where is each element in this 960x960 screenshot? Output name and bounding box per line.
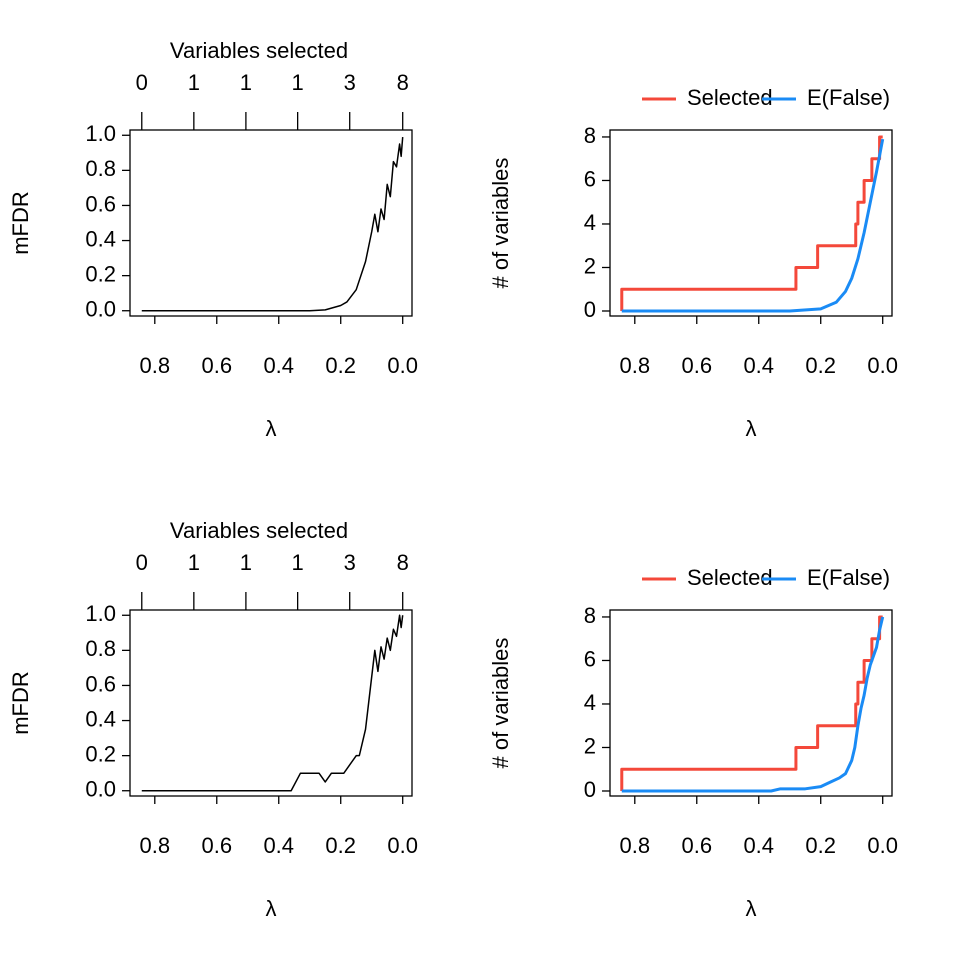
y-tick-label: 0: [584, 297, 596, 322]
y-tick-label: 0.0: [85, 777, 116, 802]
y-tick-label: 0.6: [85, 191, 116, 216]
y-tick-label: 6: [584, 166, 596, 191]
top-tick-label: 0: [136, 70, 148, 95]
y-tick-label: 1.0: [85, 601, 116, 626]
plot-box: [129, 129, 413, 317]
y-tick-label: 0.2: [85, 741, 116, 766]
top-tick-label: 1: [292, 550, 304, 575]
legend-label: Selected: [687, 565, 773, 590]
x-tick-label: 0.8: [139, 833, 170, 858]
line: [621, 138, 885, 313]
x-tick-label: 0.8: [619, 833, 650, 858]
x-tick-label: 0.2: [325, 833, 356, 858]
plot-box: [129, 609, 413, 797]
y-tick-label: 0: [584, 777, 596, 802]
y-tick-label: 0.8: [85, 156, 116, 181]
line: [141, 614, 404, 792]
x-tick-label: 0.4: [743, 833, 774, 858]
top-axis-title: Variables selected: [170, 518, 348, 543]
y-tick-label: 6: [584, 646, 596, 671]
x-tick-label: 0.6: [681, 833, 712, 858]
y-tick-label: 0.8: [85, 636, 116, 661]
y-axis-title: # of variables: [488, 158, 513, 289]
x-tick-label: 0.0: [387, 833, 418, 858]
y-tick-label: 2: [584, 733, 596, 758]
y-tick-label: 1.0: [85, 121, 116, 146]
x-axis-title: λ: [266, 896, 277, 921]
x-axis-title: λ: [746, 416, 757, 441]
line: [141, 136, 404, 312]
top-axis-title: Variables selected: [170, 38, 348, 63]
y-tick-label: 0.2: [85, 261, 116, 286]
legend-label: Selected: [687, 85, 773, 110]
y-tick-label: 4: [584, 690, 596, 715]
top-tick-label: 3: [344, 550, 356, 575]
y-tick-label: 0.4: [85, 706, 116, 731]
x-tick-label: 0.0: [387, 353, 418, 378]
x-tick-label: 0.4: [743, 353, 774, 378]
top-tick-label: 1: [292, 70, 304, 95]
x-tick-label: 0.2: [805, 353, 836, 378]
legend-label: E(False): [807, 85, 890, 110]
x-tick-label: 0.6: [201, 833, 232, 858]
x-tick-label: 0.0: [867, 833, 898, 858]
line: [620, 615, 883, 791]
x-axis-title: λ: [266, 416, 277, 441]
line: [620, 135, 883, 311]
top-tick-label: 3: [344, 70, 356, 95]
line: [621, 616, 885, 793]
y-tick-label: 2: [584, 253, 596, 278]
x-tick-label: 0.6: [681, 353, 712, 378]
y-tick-label: 8: [584, 603, 596, 628]
x-tick-label: 0.2: [805, 833, 836, 858]
y-tick-label: 4: [584, 210, 596, 235]
plot-box: [609, 609, 893, 797]
top-tick-label: 0: [136, 550, 148, 575]
top-tick-label: 1: [240, 550, 252, 575]
x-axis-title: λ: [746, 896, 757, 921]
x-tick-label: 0.8: [139, 353, 170, 378]
y-axis-title: mFDR: [8, 191, 33, 255]
x-tick-label: 0.8: [619, 353, 650, 378]
x-tick-label: 0.4: [263, 353, 294, 378]
legend-label: E(False): [807, 565, 890, 590]
x-tick-label: 0.0: [867, 353, 898, 378]
x-tick-label: 0.4: [263, 833, 294, 858]
top-tick-label: 1: [188, 550, 200, 575]
y-tick-label: 0.4: [85, 226, 116, 251]
y-axis-title: mFDR: [8, 671, 33, 735]
y-axis-title: # of variables: [488, 638, 513, 769]
x-tick-label: 0.2: [325, 353, 356, 378]
top-tick-label: 1: [188, 70, 200, 95]
y-tick-label: 0.6: [85, 671, 116, 696]
top-tick-label: 1: [240, 70, 252, 95]
y-tick-label: 0.0: [85, 297, 116, 322]
x-tick-label: 0.6: [201, 353, 232, 378]
top-tick-label: 8: [397, 550, 409, 575]
top-tick-label: 8: [397, 70, 409, 95]
y-tick-label: 8: [584, 123, 596, 148]
plot-box: [609, 129, 893, 317]
